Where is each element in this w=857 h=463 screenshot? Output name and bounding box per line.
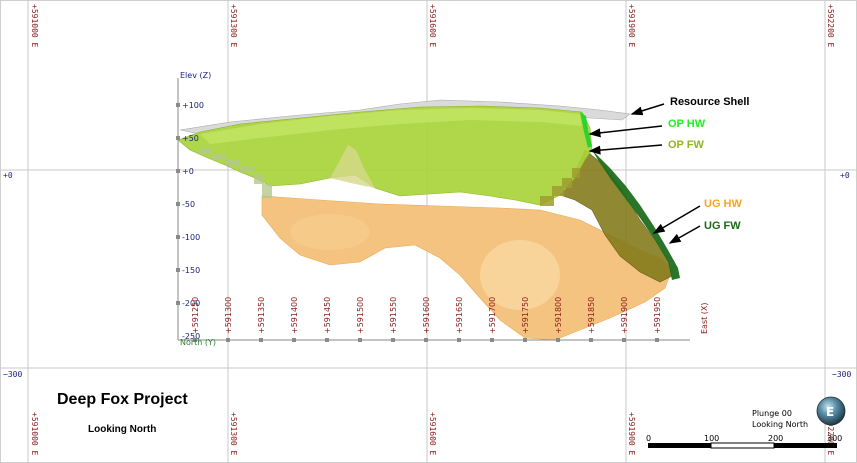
north-axis-title: North (Y)	[180, 338, 216, 347]
plunge-text: Plunge 00	[752, 409, 792, 418]
north-tick-10: +591750	[521, 297, 530, 334]
elevation-axis: Elev (Z) +100 +50 +0 -50 -100 -150 -200 …	[176, 71, 211, 341]
elev-tick-0: +0	[182, 167, 194, 176]
compass-ball-icon[interactable]: E	[816, 396, 846, 426]
scale-seg-2	[710, 442, 775, 449]
east-label-bottom-1: +591300 E	[229, 412, 238, 456]
elev-grid-label-right-0: +0	[840, 171, 850, 180]
east-label-top-1: +591300 E	[229, 4, 238, 48]
project-title: Deep Fox Project	[57, 391, 188, 408]
op-bump	[330, 145, 375, 188]
ug-highlight-1	[480, 240, 560, 310]
looking-text: Looking North	[752, 420, 808, 429]
north-tick-14: +591950	[653, 297, 662, 334]
elev-grid-label-left-0: +0	[3, 171, 13, 180]
north-tick-11: +591800	[554, 297, 563, 334]
resource-shell-arrow	[630, 103, 665, 116]
east-label-bottom-3: +591900 E	[627, 412, 636, 456]
scale-label-100: 100	[704, 434, 719, 443]
east-label-bottom-0: +591000 E	[30, 412, 39, 456]
north-tick-2: +591350	[257, 297, 266, 334]
op-fw-arrow	[588, 144, 663, 155]
east-label-top-0: +591000 E	[30, 4, 39, 48]
elev-grid-label-left-300: −300	[3, 370, 22, 379]
elev-tick-m250: -250	[182, 332, 200, 341]
north-tick-12: +591850	[587, 297, 596, 334]
north-tick-8: +591650	[455, 297, 464, 334]
ug-highlight-2	[290, 214, 370, 250]
op-hw-edge	[580, 112, 592, 148]
east-grid-labels-bottom: +591000 E +591300 E +591600 E +591900 E …	[30, 412, 835, 456]
op-stepped-edge	[200, 148, 272, 198]
scale-seg-3	[774, 443, 837, 448]
east-label-top-3: +591900 E	[627, 4, 636, 48]
north-tick-1: +591300	[224, 297, 233, 334]
east-label-top-4: +592200 E	[826, 4, 835, 48]
north-tick-4: +591450	[323, 297, 332, 334]
op-fw-label: OP FW	[668, 139, 704, 151]
east-grid-labels-top: +591000 E +591300 E +591600 E +591900 E …	[30, 4, 835, 48]
ug-fw-label: UG FW	[704, 220, 741, 232]
scale-label-200: 200	[768, 434, 783, 443]
ug-fw-edge	[592, 150, 680, 280]
ug-hw-arrow	[652, 205, 701, 234]
ug-fw-arrow	[668, 225, 701, 244]
elev-tick-m200: -200	[182, 299, 200, 308]
elev-tick-m150: -150	[182, 266, 200, 275]
scale-seg-1	[648, 443, 711, 448]
east-label-top-2: +591600 E	[428, 4, 437, 48]
svg-text:E: E	[826, 405, 834, 419]
resource-shell-label: Resource Shell	[670, 96, 749, 108]
elev-tick-m50: -50	[182, 200, 195, 209]
north-tick-5: +591500	[356, 297, 365, 334]
north-axis: +591250 +591300 +591350 +591400 +591450 …	[178, 297, 709, 347]
annotations: Resource Shell OP HW OP FW UG HW UG FW	[588, 96, 749, 244]
north-tick-13: +591900	[620, 297, 629, 334]
north-tick-6: +591550	[389, 297, 398, 334]
elev-tick-100: +100	[182, 101, 204, 110]
op-highlight	[200, 108, 582, 144]
scale-label-300: 300	[827, 434, 842, 443]
view-subtitle: Looking North	[88, 424, 156, 435]
north-tick-0: +591250	[191, 297, 200, 334]
elev-axis-title: Elev (Z)	[180, 71, 211, 80]
scale-bar: 0 100 200 300	[646, 434, 842, 449]
elev-grid-label-right-300: −300	[832, 370, 851, 379]
elev-tick-50: +50	[182, 134, 199, 143]
op-hw-arrow	[588, 125, 663, 138]
ug-hw-label: UG HW	[704, 198, 743, 210]
east-label-bottom-2: +591600 E	[428, 412, 437, 456]
east-label-bottom-4: +592200 E	[826, 412, 835, 456]
north-tick-3: +591400	[290, 297, 299, 334]
scale-label-0: 0	[646, 434, 651, 443]
ug-stepped-edge	[540, 168, 580, 206]
elev-tick-m100: -100	[182, 233, 200, 242]
east-axis-title: East (X)	[700, 302, 709, 334]
op-hw-label: OP HW	[668, 118, 706, 130]
north-tick-9: +591700	[488, 297, 497, 334]
north-tick-7: +591600	[422, 297, 431, 334]
